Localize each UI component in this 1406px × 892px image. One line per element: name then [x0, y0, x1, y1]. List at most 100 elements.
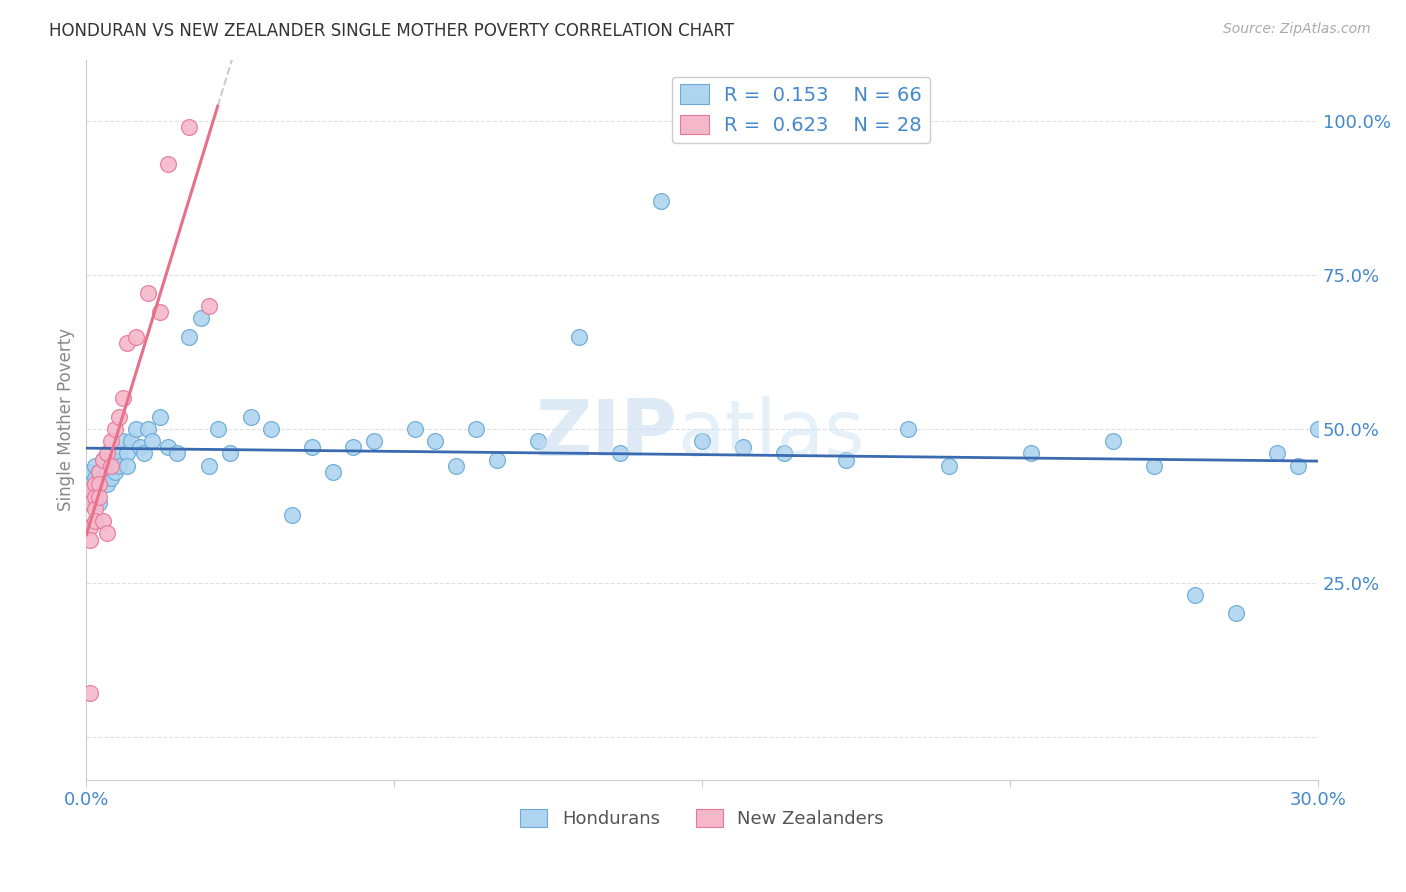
Point: [83, 471, 105, 485]
Point: [149, 305, 172, 319]
Point: [260, 422, 283, 436]
Point: [527, 434, 550, 449]
Point: [108, 446, 131, 460]
Point: [79, 520, 101, 534]
Point: [91, 452, 114, 467]
Point: [239, 409, 262, 424]
Point: [87, 490, 110, 504]
Point: [108, 409, 131, 424]
Point: [219, 446, 242, 460]
Point: [177, 120, 200, 135]
Point: [609, 446, 631, 460]
Point: [83, 501, 105, 516]
Point: [149, 409, 172, 424]
Point: [1225, 607, 1247, 621]
Point: [485, 452, 508, 467]
Point: [79, 686, 101, 700]
Point: [190, 311, 212, 326]
Point: [79, 496, 101, 510]
Point: [91, 471, 114, 485]
Point: [136, 422, 159, 436]
Point: [198, 458, 221, 473]
Point: [363, 434, 385, 449]
Point: [141, 434, 163, 449]
Point: [128, 440, 150, 454]
Point: [96, 477, 118, 491]
Point: [108, 458, 131, 473]
Legend: Hondurans, New Zealanders: Hondurans, New Zealanders: [513, 802, 891, 836]
Point: [207, 422, 229, 436]
Point: [87, 465, 110, 479]
Point: [132, 446, 155, 460]
Point: [112, 391, 135, 405]
Point: [444, 458, 467, 473]
Point: [96, 446, 118, 460]
Point: [157, 440, 180, 454]
Point: [117, 335, 139, 350]
Point: [96, 526, 118, 541]
Point: [100, 434, 122, 449]
Point: [124, 329, 146, 343]
Point: [1143, 458, 1166, 473]
Point: [835, 452, 858, 467]
Point: [1265, 446, 1288, 460]
Point: [83, 483, 105, 498]
Text: ZIP: ZIP: [536, 396, 678, 472]
Point: [79, 490, 101, 504]
Point: [938, 458, 960, 473]
Point: [1308, 422, 1330, 436]
Text: atlas: atlas: [678, 396, 865, 472]
Point: [79, 483, 101, 498]
Point: [104, 422, 127, 436]
Point: [301, 440, 323, 454]
Point: [79, 477, 101, 491]
Point: [650, 194, 672, 208]
Point: [83, 458, 105, 473]
Point: [100, 458, 122, 473]
Point: [1184, 588, 1206, 602]
Point: [79, 465, 101, 479]
Point: [404, 422, 426, 436]
Point: [1286, 458, 1309, 473]
Point: [79, 533, 101, 547]
Y-axis label: Single Mother Poverty: Single Mother Poverty: [58, 328, 75, 511]
Point: [773, 446, 796, 460]
Text: Source: ZipAtlas.com: Source: ZipAtlas.com: [1223, 22, 1371, 37]
Point: [100, 471, 122, 485]
Point: [1019, 446, 1042, 460]
Point: [117, 458, 139, 473]
Point: [83, 514, 105, 528]
Text: HONDURAN VS NEW ZEALANDER SINGLE MOTHER POVERTY CORRELATION CHART: HONDURAN VS NEW ZEALANDER SINGLE MOTHER …: [49, 22, 734, 40]
Point: [568, 329, 591, 343]
Point: [87, 496, 110, 510]
Point: [117, 446, 139, 460]
Point: [425, 434, 447, 449]
Point: [87, 465, 110, 479]
Point: [896, 422, 918, 436]
Point: [465, 422, 488, 436]
Point: [87, 477, 110, 491]
Point: [112, 434, 135, 449]
Point: [342, 440, 364, 454]
Point: [157, 157, 180, 171]
Point: [733, 440, 755, 454]
Point: [100, 458, 122, 473]
Point: [91, 452, 114, 467]
Point: [120, 434, 142, 449]
Point: [104, 465, 127, 479]
Point: [177, 329, 200, 343]
Point: [104, 452, 127, 467]
Point: [96, 465, 118, 479]
Point: [322, 465, 344, 479]
Point: [166, 446, 188, 460]
Point: [690, 434, 713, 449]
Point: [87, 477, 110, 491]
Point: [91, 514, 114, 528]
Point: [1101, 434, 1123, 449]
Point: [198, 299, 221, 313]
Point: [83, 477, 105, 491]
Point: [280, 508, 302, 522]
Point: [124, 422, 146, 436]
Point: [136, 286, 159, 301]
Point: [83, 490, 105, 504]
